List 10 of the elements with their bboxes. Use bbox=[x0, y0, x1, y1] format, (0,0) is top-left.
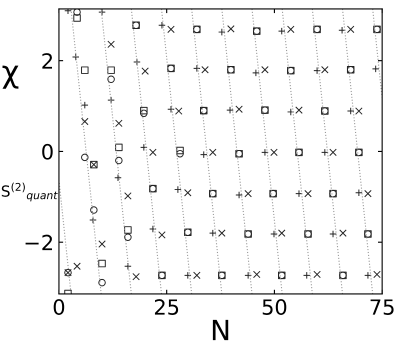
y-tick-label: 2 bbox=[42, 53, 52, 69]
x-tick-label: 25 bbox=[154, 299, 178, 315]
text: S$^{(2)}$$_{quant}$ bbox=[2, 182, 58, 202]
x-axis-title: N bbox=[212, 320, 228, 340]
y-tick-label: 0 bbox=[42, 144, 53, 160]
y-axis-title: χ bbox=[2, 66, 18, 89]
x-tick-label: 50 bbox=[262, 299, 286, 315]
x-tick-label: 75 bbox=[370, 299, 394, 315]
x-tick-label: 0 bbox=[54, 299, 64, 315]
y-tick-label: −2 bbox=[26, 234, 52, 250]
